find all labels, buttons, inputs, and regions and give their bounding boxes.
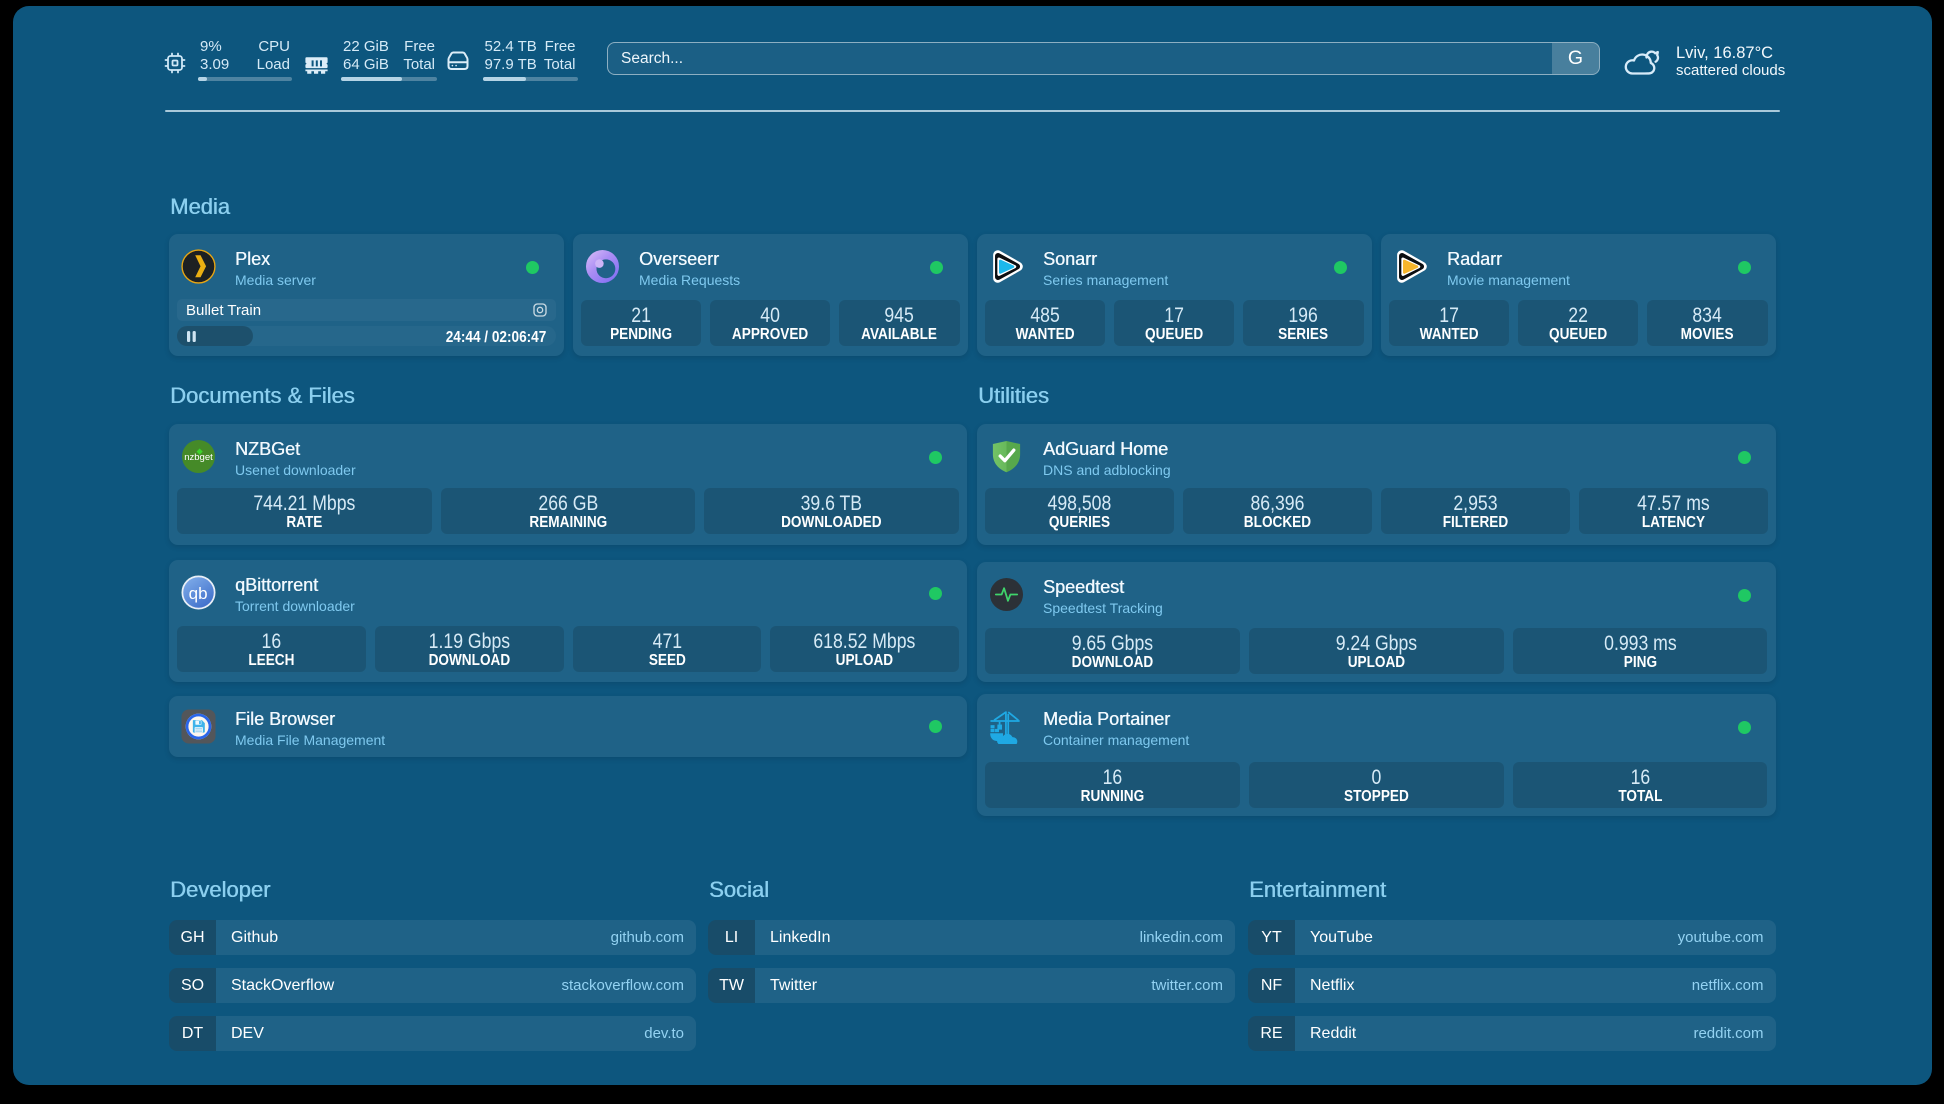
svg-text:nzbget: nzbget	[184, 452, 213, 463]
svg-text:qb: qb	[189, 584, 208, 603]
